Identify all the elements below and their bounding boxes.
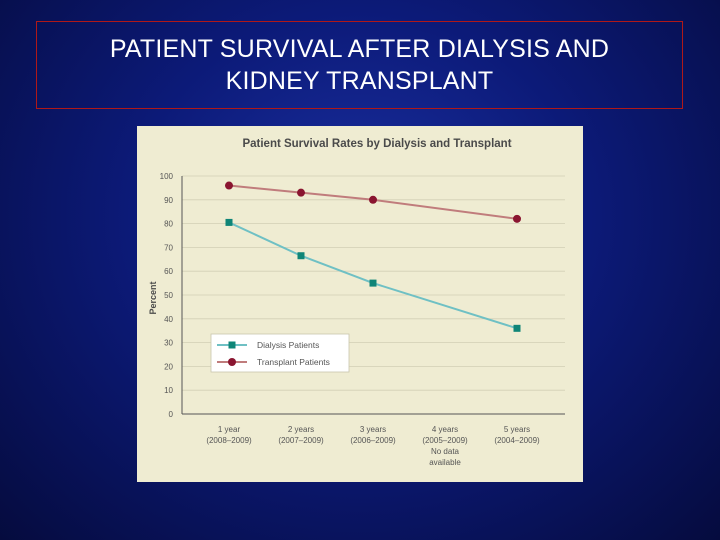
y-tick-label-0: 0 xyxy=(169,410,174,419)
legend-label-dialysis-patients: Dialysis Patients xyxy=(257,340,319,350)
slide-title: PATIENT SURVIVAL AFTER DIALYSIS AND KIDN… xyxy=(36,21,683,109)
y-tick-label-100: 100 xyxy=(160,172,174,181)
data-point-transplant-patients-2 xyxy=(297,188,305,197)
y-tick-label-10: 10 xyxy=(164,386,173,395)
x-tick-label-4: 4 years xyxy=(432,425,458,434)
data-point-dialysis-patients-2 xyxy=(297,252,305,260)
y-tick-label-80: 80 xyxy=(164,220,173,229)
x-tick-sublabel-4-1: (2005–2009) xyxy=(422,436,468,445)
x-tick-label-5: 5 years xyxy=(504,425,530,434)
y-tick-label-90: 90 xyxy=(164,196,173,205)
x-tick-sublabel-1-1: (2008–2009) xyxy=(206,436,252,445)
x-tick-sublabel-2-1: (2007–2009) xyxy=(278,436,324,445)
series-line-dialysis-patients xyxy=(228,221,518,330)
series-line-transplant-patients xyxy=(228,184,518,220)
y-tick-label-20: 20 xyxy=(164,362,173,371)
legend-box xyxy=(210,333,350,373)
data-point-dialysis-patients-5 xyxy=(513,324,521,332)
legend-swatch-marker-transplant-patients xyxy=(228,358,236,366)
x-tick-sublabel-4-3: available xyxy=(429,458,461,467)
y-axis-label: Percent xyxy=(148,281,158,314)
x-tick-label-3: 3 years xyxy=(360,425,386,434)
y-tick-label-40: 40 xyxy=(164,315,173,324)
x-tick-sublabel-5-1: (2004–2009) xyxy=(494,436,540,445)
slide-title-line-2: KIDNEY TRANSPLANT xyxy=(225,67,494,95)
x-tick-sublabel-3-1: (2006–2009) xyxy=(350,436,396,445)
y-tick-label-60: 60 xyxy=(164,267,173,276)
data-point-dialysis-patients-1 xyxy=(225,218,233,226)
data-point-transplant-patients-1 xyxy=(225,181,233,190)
legend-swatch-marker-dialysis-patients xyxy=(228,341,236,349)
chart-title: Patient Survival Rates by Dialysis and T… xyxy=(242,138,511,150)
data-point-dialysis-patients-3 xyxy=(369,279,377,287)
survival-line-chart: Patient Survival Rates by Dialysis and T… xyxy=(148,138,565,467)
data-point-transplant-patients-3 xyxy=(369,195,377,204)
y-tick-label-70: 70 xyxy=(164,243,173,252)
chart-panel: Patient Survival Rates by Dialysis and T… xyxy=(137,126,583,482)
y-tick-label-50: 50 xyxy=(164,291,173,300)
x-tick-label-2: 2 years xyxy=(288,425,314,434)
x-tick-label-1: 1 year xyxy=(218,425,241,434)
data-point-transplant-patients-5 xyxy=(513,214,521,223)
x-tick-sublabel-4-2: No data xyxy=(431,447,460,456)
legend-label-transplant-patients: Transplant Patients xyxy=(257,357,330,367)
slide-title-line-1: PATIENT SURVIVAL AFTER DIALYSIS AND xyxy=(109,35,610,63)
y-tick-label-30: 30 xyxy=(164,339,173,348)
